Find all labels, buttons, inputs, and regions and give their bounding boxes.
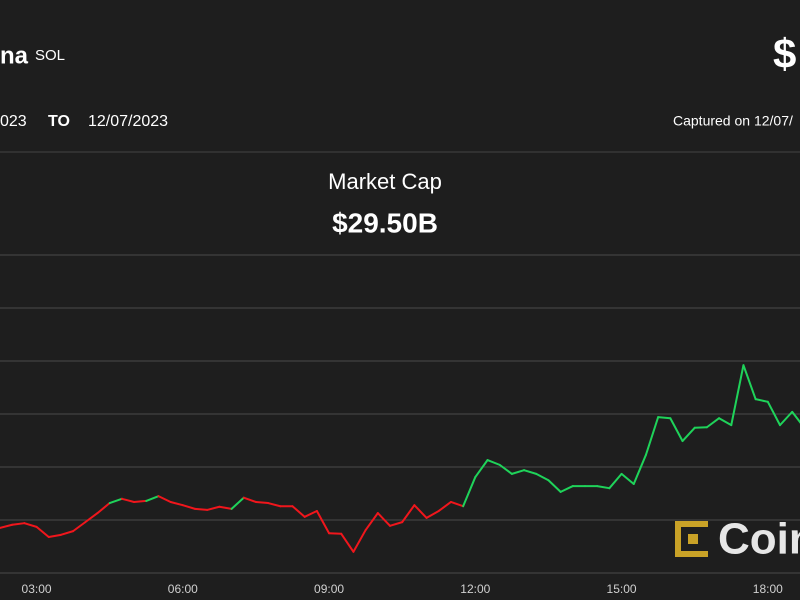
x-tick-label: 06:00 [168, 582, 198, 596]
line-segment [413, 504, 428, 519]
line-segment [0, 523, 14, 529]
x-tick-label: 15:00 [607, 582, 637, 596]
x-tick-label: 12:00 [460, 582, 490, 596]
captured-on: Captured on 12/07/ [673, 113, 793, 129]
asset-name: na [0, 42, 29, 69]
line-segment [230, 496, 245, 510]
line-segment [84, 512, 99, 524]
line-segment [194, 507, 209, 511]
x-tick-label: 03:00 [22, 582, 52, 596]
line-segment [742, 364, 757, 401]
line-segment [328, 532, 343, 535]
line-segment [157, 495, 172, 503]
line-segment [340, 532, 355, 553]
x-tick-label: 09:00 [314, 582, 344, 596]
line-segment [644, 416, 660, 456]
line-segment [474, 459, 489, 479]
plot: 03:00 06:00 09:00 12:00 15:00 18:00 [0, 254, 800, 596]
line-segment [242, 496, 257, 503]
line-segment [596, 485, 611, 490]
line-segment [730, 364, 745, 427]
line-segment [218, 505, 233, 510]
line-segment [145, 495, 160, 502]
line-segment [35, 525, 50, 538]
line-segment [181, 504, 197, 510]
line-segment [291, 505, 306, 518]
line-segment [657, 416, 672, 420]
line-segment [437, 500, 452, 512]
line-segment [72, 521, 87, 533]
line-segment [23, 522, 38, 528]
line-segment [364, 512, 379, 532]
line-segment [303, 509, 318, 518]
line-segment [401, 504, 416, 524]
line-segment [389, 521, 404, 527]
line-segment [254, 500, 270, 505]
date-to-label: TO [48, 113, 70, 130]
line-segment [267, 502, 282, 508]
line-segment [486, 459, 501, 466]
line-segment [523, 469, 538, 475]
line-segment [133, 499, 148, 503]
line-segment [705, 417, 721, 429]
line-segment [462, 476, 477, 508]
line-segment [608, 472, 623, 490]
logo-bracket [675, 521, 708, 557]
chart-subtitle: $29.50B [332, 207, 438, 238]
date-from: 023 [0, 113, 27, 130]
line-segment [779, 410, 794, 427]
line-segment [425, 509, 440, 519]
x-tick-label: 18:00 [753, 582, 783, 596]
line-segment [449, 500, 465, 508]
logo-icon [675, 521, 708, 557]
logo-dot [688, 534, 698, 544]
line-segment [547, 479, 562, 493]
line-segment [681, 426, 696, 443]
line-segment [11, 522, 26, 526]
line-segment [754, 398, 769, 403]
line-segment [108, 497, 123, 505]
line-segment [59, 530, 75, 536]
line-segment [718, 417, 733, 427]
asset-symbol: SOL [35, 47, 65, 64]
line-segment [96, 502, 111, 515]
line-segment [498, 463, 513, 475]
price: $ [773, 30, 796, 77]
date-to: 12/07/2023 [88, 113, 168, 130]
line-segment [669, 417, 684, 443]
line-segment [510, 469, 526, 475]
line-segment [169, 500, 184, 507]
line-segment [206, 505, 221, 511]
line-segment [632, 453, 647, 485]
line-segment [535, 472, 550, 482]
line-segment [376, 512, 392, 527]
logo-text: Coin [718, 515, 800, 564]
line-segment [352, 529, 367, 553]
line-segment [315, 509, 331, 535]
line-segment [620, 472, 635, 485]
line-segment [47, 533, 62, 538]
line-segment [766, 400, 782, 427]
line-segment [120, 497, 136, 503]
line-segment [559, 485, 574, 493]
line-segment [693, 426, 708, 429]
chart-title: Market Cap [328, 169, 442, 194]
line-segment [791, 410, 800, 424]
